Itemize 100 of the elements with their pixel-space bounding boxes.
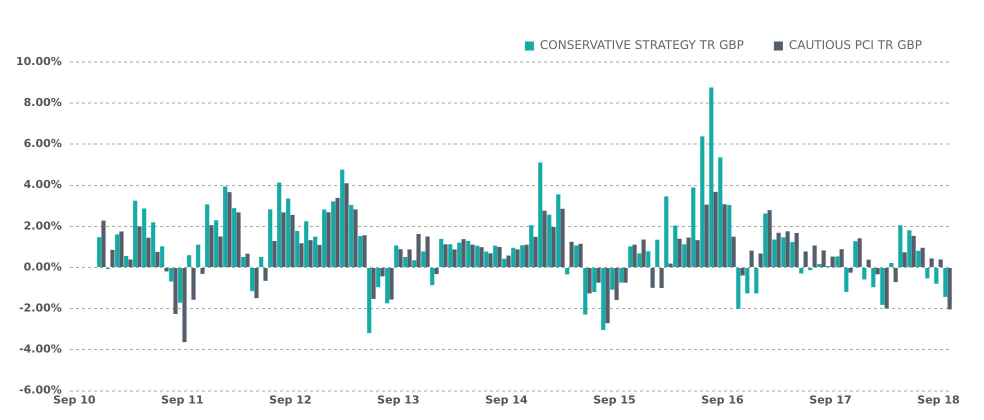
bar: [340, 170, 344, 267]
bar: [529, 225, 534, 267]
bar: [938, 259, 943, 267]
bar: [588, 268, 592, 294]
bar: [754, 268, 758, 294]
bar: [331, 201, 336, 267]
bar: [488, 253, 493, 267]
bar: [475, 246, 480, 267]
y-tick-label: 0.00%: [24, 260, 62, 274]
bar: [209, 225, 214, 267]
bar: [812, 246, 817, 267]
bar: [313, 236, 318, 267]
bar: [259, 257, 264, 267]
bar: [889, 262, 894, 267]
bar: [907, 230, 912, 267]
y-tick-label: 8.00%: [24, 96, 62, 109]
bar: [920, 248, 925, 267]
bar: [948, 268, 952, 310]
bar: [822, 250, 826, 267]
bar: [434, 268, 439, 274]
bar: [534, 236, 538, 267]
x-tick-label: Sep 18: [917, 393, 960, 406]
bar: [898, 225, 902, 267]
x-tick-label: Sep 11: [161, 393, 204, 406]
bar: [642, 240, 646, 267]
bar: [552, 227, 556, 267]
bar: [137, 226, 142, 267]
bar: [853, 241, 858, 267]
bar: [182, 268, 187, 342]
bar: [583, 268, 588, 315]
bar: [745, 268, 750, 294]
bar: [227, 192, 232, 267]
bar: [448, 244, 452, 267]
bar: [934, 268, 938, 284]
x-tick-label: Sep 13: [377, 393, 420, 406]
bar: [682, 244, 686, 267]
bar: [160, 246, 164, 267]
bar: [696, 240, 700, 267]
bar: [146, 238, 151, 267]
bar: [565, 268, 570, 274]
bar: [295, 230, 300, 267]
bar: [862, 268, 866, 280]
bar: [673, 226, 678, 267]
bar: [443, 244, 448, 267]
bar: [191, 268, 196, 300]
bar: [596, 268, 601, 283]
bar: [461, 239, 466, 267]
bar: [403, 257, 408, 267]
bar: [358, 236, 362, 267]
bar: [763, 213, 768, 267]
bar: [524, 244, 529, 267]
bar: [732, 236, 736, 267]
bar: [592, 268, 596, 292]
bar: [304, 221, 308, 267]
bar: [380, 268, 385, 276]
bar: [758, 254, 763, 267]
bar: [394, 246, 398, 267]
bar: [912, 236, 916, 267]
bar: [151, 222, 156, 267]
bar: [718, 157, 722, 267]
y-tick-label: 4.00%: [24, 178, 62, 192]
bar: [930, 258, 934, 267]
bar: [736, 268, 740, 309]
bar: [876, 268, 880, 274]
bar: [128, 259, 133, 267]
bar: [479, 247, 484, 267]
bar: [223, 186, 228, 267]
bar: [840, 249, 844, 267]
bar: [560, 208, 565, 267]
bar: [727, 205, 732, 267]
bar: [236, 212, 241, 267]
bar: [142, 208, 146, 267]
bar: [110, 250, 115, 267]
bar: [376, 268, 380, 288]
bar: [520, 245, 524, 267]
bar: [776, 232, 781, 267]
bar: [866, 260, 871, 267]
bar: [678, 238, 682, 267]
y-tick-label: -4.00%: [19, 342, 62, 356]
bar: [722, 204, 727, 267]
bar: [335, 198, 340, 267]
bar: [750, 250, 754, 267]
bar: [848, 268, 853, 273]
x-tick-label: Sep 17: [809, 393, 852, 406]
bar: [173, 268, 178, 314]
bar: [714, 192, 718, 267]
bar: [272, 240, 277, 267]
bar: [385, 268, 390, 304]
bar: [200, 268, 205, 274]
bar: [367, 268, 372, 334]
bar: [772, 240, 776, 267]
bar: [430, 268, 434, 286]
bar: [254, 268, 259, 298]
bar: [709, 87, 714, 267]
bar: [511, 248, 516, 267]
bar: [218, 236, 223, 267]
bar: [799, 268, 804, 274]
bar: [425, 236, 430, 267]
bar: [686, 237, 691, 267]
bar: [691, 188, 696, 267]
